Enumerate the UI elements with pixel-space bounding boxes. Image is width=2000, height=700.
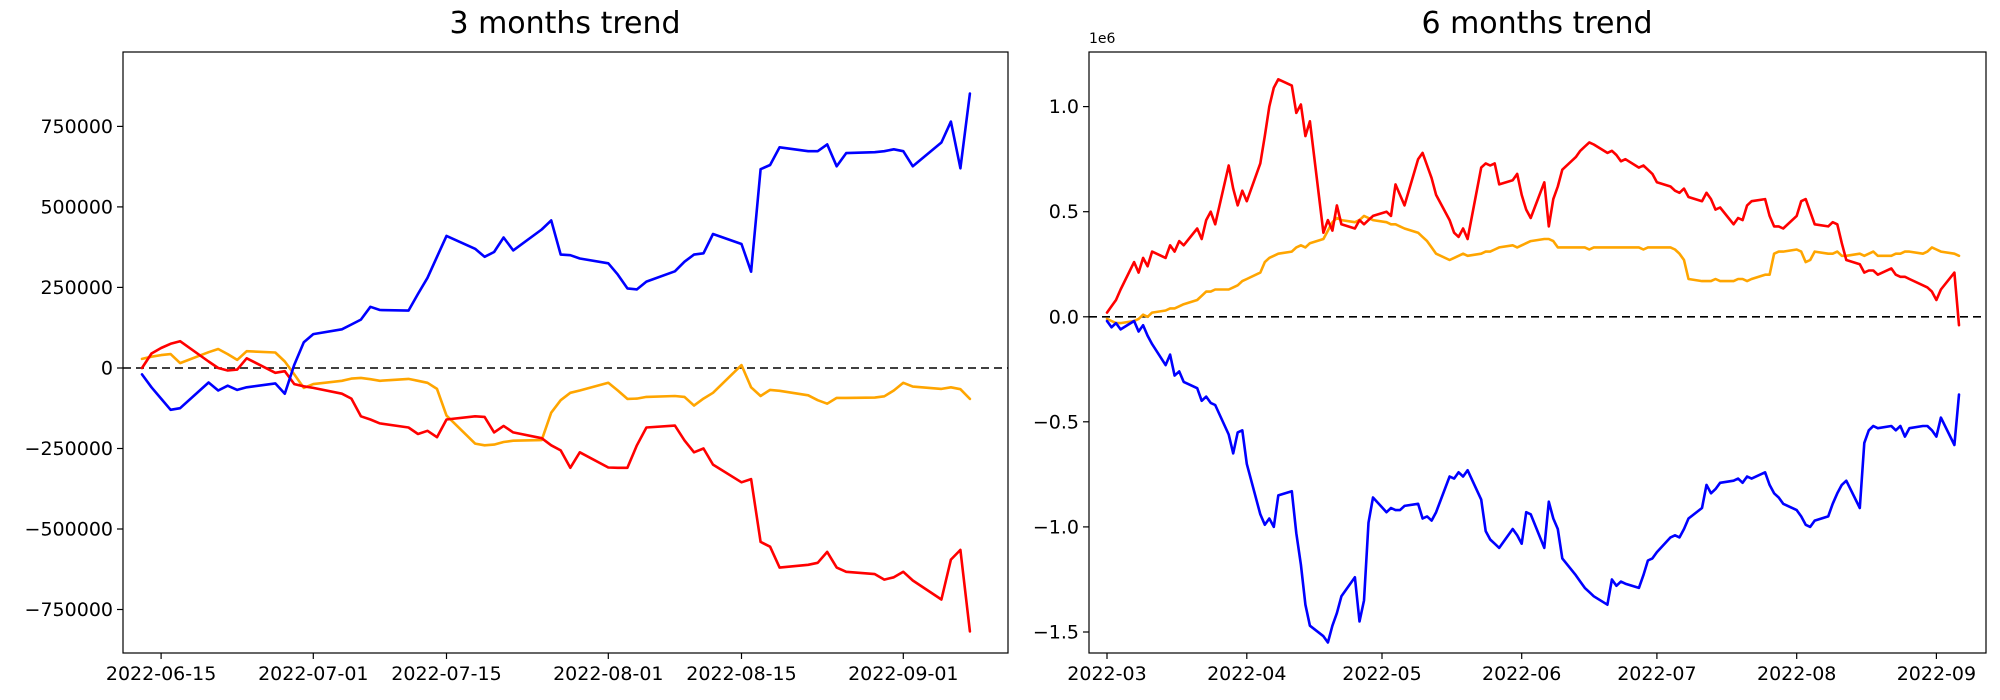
series-orange-line (140, 347, 972, 447)
series-orange-line (1105, 214, 1961, 325)
x-tick-label: 2022-04 (1207, 663, 1286, 685)
x-tick-label: 2022-06-15 (106, 663, 216, 685)
series-red-line (1105, 78, 1961, 327)
y-tick-label: 0.5 (1049, 201, 1079, 223)
x-tick-label: 2022-07-15 (391, 663, 501, 685)
y-tick-label: −750000 (25, 599, 113, 621)
y-tick-label: −1.0 (1033, 516, 1079, 538)
x-tick-label: 2022-07-01 (258, 663, 368, 685)
x-tick-label: 2022-08-15 (686, 663, 796, 685)
x-tick-label: 2022-03 (1067, 663, 1146, 685)
series-red-line (140, 339, 972, 633)
y-tick-label: −250000 (25, 438, 113, 460)
x-tick-label: 2022-09 (1897, 663, 1976, 685)
series-blue-line (1105, 319, 1961, 644)
y-tick-label: 250000 (40, 277, 113, 299)
x-tick-label: 2022-08-01 (553, 663, 663, 685)
y-tick-label: −1.5 (1033, 622, 1079, 644)
y-tick-label: 500000 (40, 196, 113, 218)
y-tick-label: −500000 (25, 519, 113, 541)
x-tick-label: 2022-06 (1482, 663, 1561, 685)
series-blue-line (140, 92, 972, 412)
three-months-trend-title: 3 months trend (449, 6, 681, 41)
six-months-trend-title: 6 months trend (1421, 6, 1653, 41)
y-tick-label: −0.5 (1033, 411, 1079, 433)
y-axis-offset-label: 1e6 (1089, 31, 1116, 47)
y-tick-label: 0 (101, 358, 113, 380)
y-tick-label: 1.0 (1049, 96, 1079, 118)
plot-border (1088, 51, 1987, 654)
x-tick-label: 2022-09-01 (848, 663, 958, 685)
y-tick-label: 750000 (40, 116, 113, 138)
x-tick-label: 2022-05 (1342, 663, 1421, 685)
plot-border (122, 51, 1009, 654)
x-tick-label: 2022-08 (1757, 663, 1836, 685)
x-tick-label: 2022-07 (1617, 663, 1696, 685)
y-tick-label: 0.0 (1049, 306, 1079, 328)
